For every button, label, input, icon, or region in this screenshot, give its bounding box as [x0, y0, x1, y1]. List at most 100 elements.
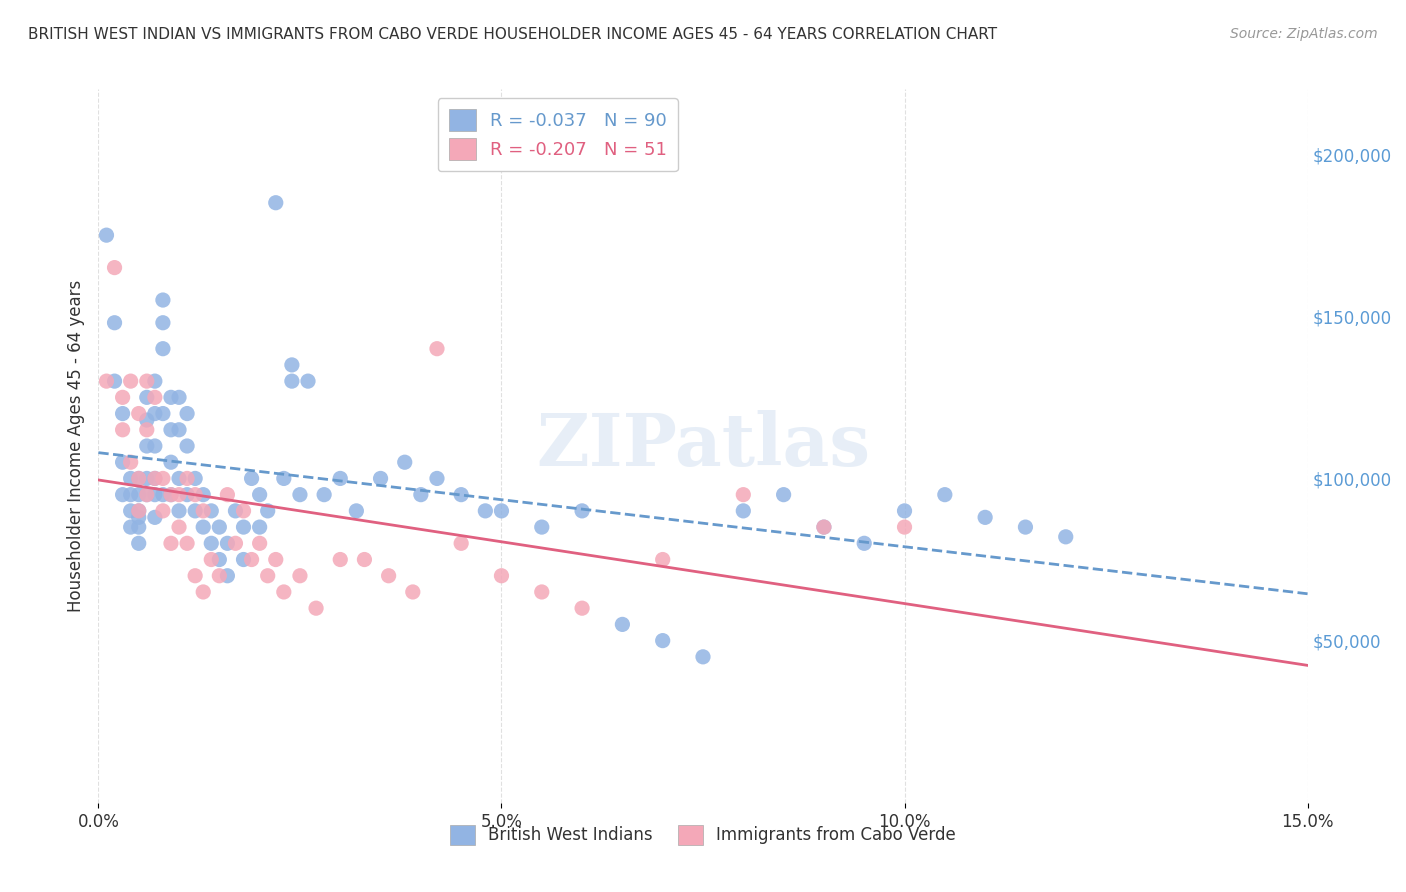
- Point: [813, 520, 835, 534]
- Point: [256, 568, 278, 582]
- Point: [1054, 530, 1077, 544]
- Point: [120, 504, 142, 518]
- Point: [853, 536, 876, 550]
- Point: [934, 488, 956, 502]
- Point: [160, 488, 183, 502]
- Point: [176, 488, 198, 502]
- Text: BRITISH WEST INDIAN VS IMMIGRANTS FROM CABO VERDE HOUSEHOLDER INCOME AGES 45 - 6: BRITISH WEST INDIAN VS IMMIGRANTS FROM C…: [28, 27, 997, 42]
- Point: [571, 601, 593, 615]
- Point: [128, 504, 150, 518]
- Point: [281, 374, 304, 388]
- Point: [111, 455, 134, 469]
- Point: [143, 374, 166, 388]
- Point: [813, 520, 835, 534]
- Point: [1014, 520, 1036, 534]
- Point: [103, 316, 125, 330]
- Point: [111, 488, 134, 502]
- Point: [120, 520, 142, 534]
- Point: [128, 407, 150, 421]
- Point: [143, 488, 166, 502]
- Point: [249, 536, 271, 550]
- Point: [176, 407, 198, 421]
- Point: [491, 568, 513, 582]
- Point: [193, 504, 215, 518]
- Point: [370, 471, 392, 485]
- Point: [297, 374, 319, 388]
- Point: [193, 520, 215, 534]
- Point: [111, 407, 134, 421]
- Point: [426, 471, 449, 485]
- Point: [120, 455, 142, 469]
- Point: [217, 536, 239, 550]
- Point: [208, 552, 231, 566]
- Point: [200, 504, 222, 518]
- Point: [530, 585, 553, 599]
- Point: [377, 568, 399, 582]
- Text: Source: ZipAtlas.com: Source: ZipAtlas.com: [1230, 27, 1378, 41]
- Point: [167, 520, 190, 534]
- Point: [651, 552, 673, 566]
- Point: [329, 471, 352, 485]
- Point: [143, 390, 166, 404]
- Point: [772, 488, 794, 502]
- Point: [160, 423, 183, 437]
- Point: [224, 504, 246, 518]
- Point: [143, 407, 166, 421]
- Point: [152, 471, 174, 485]
- Point: [264, 195, 287, 210]
- Point: [128, 510, 150, 524]
- Point: [217, 488, 239, 502]
- Point: [353, 552, 375, 566]
- Point: [249, 520, 271, 534]
- Point: [474, 504, 496, 518]
- Point: [273, 471, 295, 485]
- Point: [394, 455, 416, 469]
- Point: [200, 536, 222, 550]
- Point: [893, 504, 915, 518]
- Y-axis label: Householder Income Ages 45 - 64 years: Householder Income Ages 45 - 64 years: [66, 280, 84, 612]
- Point: [288, 488, 311, 502]
- Point: [450, 488, 472, 502]
- Point: [217, 568, 239, 582]
- Point: [160, 390, 183, 404]
- Point: [240, 552, 263, 566]
- Point: [232, 520, 254, 534]
- Point: [96, 374, 118, 388]
- Point: [152, 504, 174, 518]
- Point: [208, 568, 231, 582]
- Point: [974, 510, 997, 524]
- Point: [135, 488, 157, 502]
- Point: [167, 488, 190, 502]
- Point: [256, 504, 278, 518]
- Point: [143, 510, 166, 524]
- Point: [103, 260, 125, 275]
- Point: [530, 520, 553, 534]
- Point: [143, 439, 166, 453]
- Point: [152, 342, 174, 356]
- Point: [143, 471, 166, 485]
- Legend: British West Indians, Immigrants from Cabo Verde: British West Indians, Immigrants from Ca…: [443, 818, 963, 852]
- Point: [184, 504, 207, 518]
- Point: [409, 488, 432, 502]
- Point: [135, 471, 157, 485]
- Point: [135, 390, 157, 404]
- Point: [200, 552, 222, 566]
- Point: [273, 585, 295, 599]
- Point: [733, 504, 755, 518]
- Point: [135, 413, 157, 427]
- Point: [143, 471, 166, 485]
- Point: [111, 390, 134, 404]
- Point: [193, 585, 215, 599]
- Point: [152, 407, 174, 421]
- Point: [264, 552, 287, 566]
- Point: [128, 488, 150, 502]
- Point: [128, 471, 150, 485]
- Point: [152, 293, 174, 307]
- Point: [103, 374, 125, 388]
- Point: [120, 488, 142, 502]
- Point: [167, 504, 190, 518]
- Point: [128, 504, 150, 518]
- Point: [426, 342, 449, 356]
- Point: [160, 455, 183, 469]
- Point: [152, 488, 174, 502]
